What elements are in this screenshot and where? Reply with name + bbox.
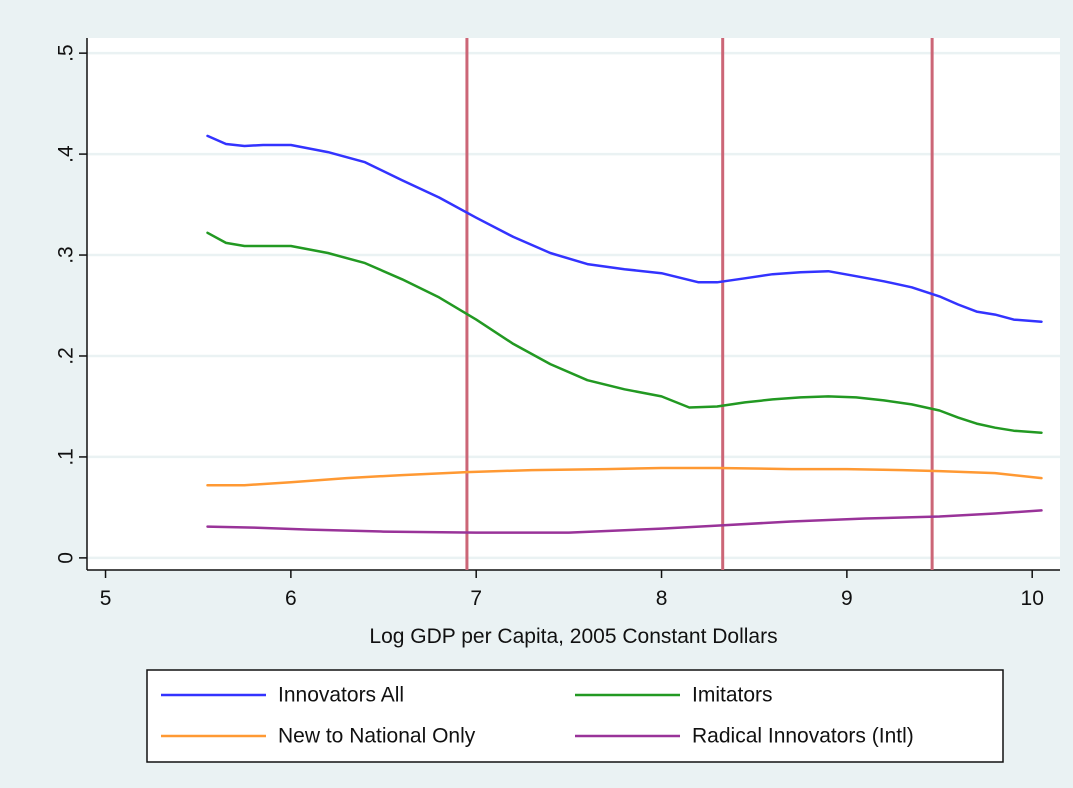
y-tick-label-4: .4	[55, 145, 78, 163]
x-tick-label-0: 5	[100, 587, 112, 610]
plot-area	[87, 38, 1060, 570]
tick-labels: 0 .1 .2 .3 .4 .5 5 6 7 8 9 10	[55, 44, 1044, 610]
legend-label-imitators: Imitators	[692, 684, 773, 707]
x-tick-label-3: 8	[656, 587, 668, 610]
y-tick-label-0: 0	[55, 552, 78, 564]
y-tick-label-1: .1	[55, 448, 78, 466]
y-tick-label-3: .3	[55, 246, 78, 264]
x-tick-label-4: 9	[841, 587, 853, 610]
series-lines	[206, 134, 1043, 534]
x-tick-label-1: 6	[285, 587, 297, 610]
series-line-new-to-national-only	[206, 466, 1043, 487]
series-line-radical-innovators-intl	[206, 509, 1043, 534]
series-line-imitators	[206, 231, 1043, 434]
x-tick-label-2: 7	[470, 587, 482, 610]
series-line-innovators-all	[206, 134, 1043, 323]
x-tick-label-5: 10	[1021, 587, 1044, 610]
legend-label-radical-innovators-intl: Radical Innovators (Intl)	[692, 725, 914, 748]
legend-box	[146, 669, 1004, 763]
legend: Innovators All Imitators New to National O…	[146, 669, 1004, 763]
axes	[79, 38, 1060, 578]
y-tick-label-2: .2	[55, 347, 78, 365]
y-tick-label-5: .5	[55, 44, 78, 62]
legend-label-new-to-national-only: New to National Only	[278, 725, 476, 748]
x-axis-label: Log GDP per Capita, 2005 Constant Dollar…	[369, 625, 777, 648]
legend-label-innovators-all: Innovators All	[278, 684, 404, 707]
gridlines	[87, 51, 1060, 560]
reference-lines	[465, 38, 934, 570]
